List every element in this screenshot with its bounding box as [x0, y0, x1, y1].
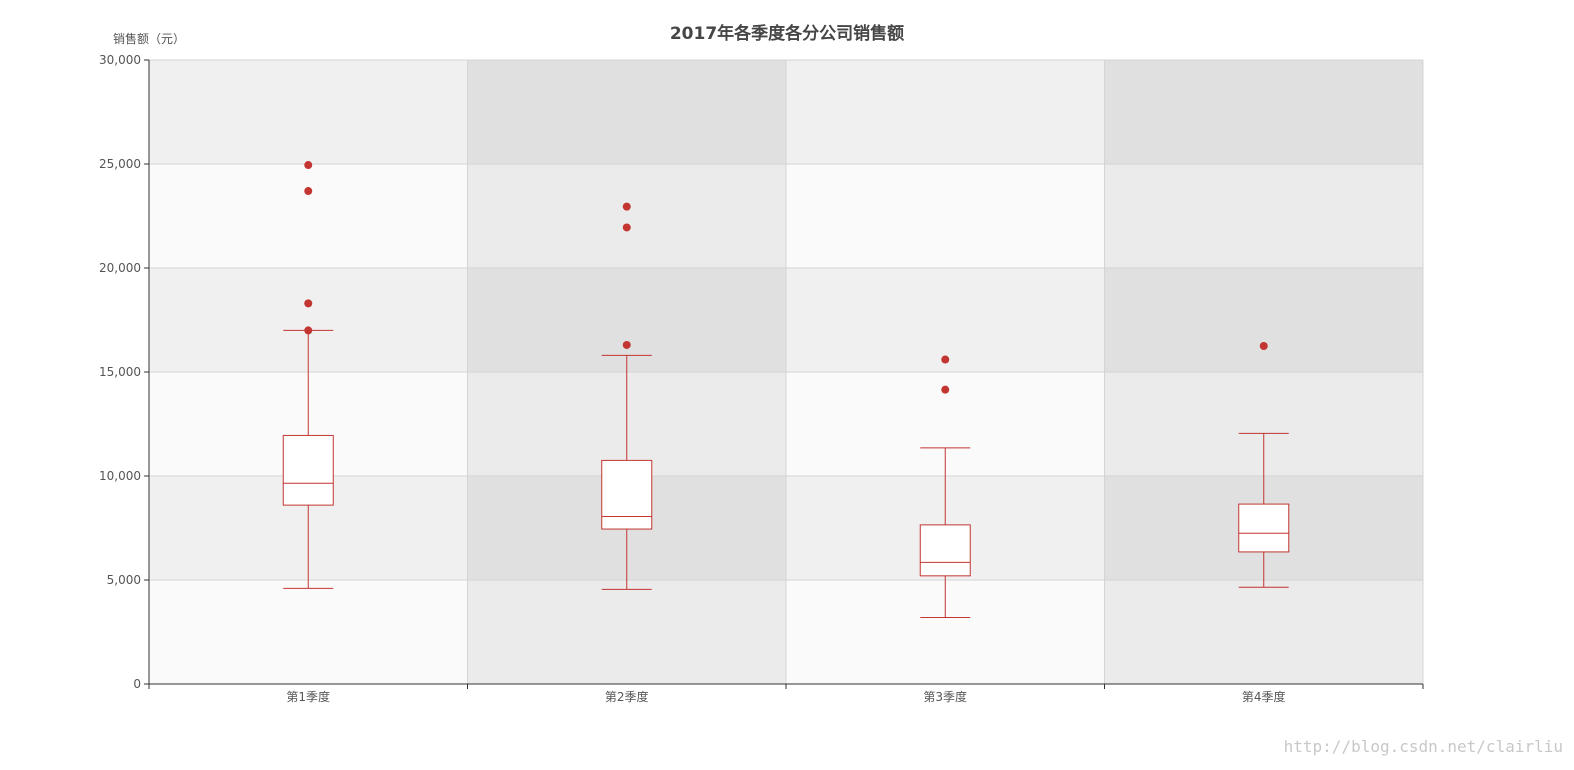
axes-layer [144, 59, 1424, 689]
chart-title: 2017年各季度各分公司销售额 [670, 23, 904, 44]
y-tick-label: 20,000 [99, 261, 141, 275]
box-iqr [601, 459, 653, 530]
y-tick-label: 5,000 [107, 573, 141, 587]
watermark-text: http://blog.csdn.net/clairliu [1284, 737, 1563, 756]
split-area-cell [467, 164, 786, 268]
split-area-cell [1104, 580, 1423, 684]
outlier-point [622, 340, 631, 349]
x-tick-label: 第3季度 [923, 689, 967, 704]
x-tick-label: 第1季度 [286, 689, 330, 704]
split-area-cell [786, 60, 1105, 164]
y-tick-label: 30,000 [99, 53, 141, 67]
box-iqr [282, 434, 334, 506]
box-item [1238, 432, 1290, 588]
split-area-cell [467, 268, 786, 372]
y-tick-label: 25,000 [99, 157, 141, 171]
y-tick-label: 15,000 [99, 365, 141, 379]
split-area-cell [1104, 268, 1423, 372]
box-item [919, 447, 971, 618]
outlier-point [941, 355, 950, 364]
box-iqr [919, 524, 971, 577]
outlier-point [304, 161, 313, 170]
outlier-point [304, 326, 313, 335]
x-tick-label: 第4季度 [1242, 689, 1286, 704]
split-area-cell [786, 164, 1105, 268]
box-iqr [1238, 503, 1290, 553]
split-area-cell [1104, 164, 1423, 268]
outlier-layer [304, 161, 1268, 394]
y-axis-name: 销售额（元） [113, 31, 185, 46]
split-area-cell [149, 60, 468, 164]
outlier-point [1259, 342, 1268, 350]
outlier-point [941, 385, 950, 394]
grid-line-layer [149, 59, 1424, 684]
split-area-cell [1104, 60, 1423, 164]
label-layer: 0 5,000 10,000 15,000 20,000 25,000 30,000 第1季度… [99, 53, 1286, 704]
split-area-cell [149, 580, 468, 684]
x-tick-label: 第2季度 [605, 689, 649, 704]
split-area-cell [467, 580, 786, 684]
outlier-point [622, 223, 631, 232]
split-area-cell [149, 164, 468, 268]
outlier-point [622, 202, 631, 211]
box-item [601, 354, 653, 590]
box-layer [282, 329, 1290, 618]
y-tick-label: 10,000 [99, 469, 141, 483]
outlier-point [304, 299, 313, 308]
box-item [282, 329, 334, 589]
outlier-point [304, 187, 313, 196]
split-area-cell [467, 60, 786, 164]
y-tick-label: 0 [133, 677, 141, 691]
split-area-cell [786, 268, 1105, 372]
